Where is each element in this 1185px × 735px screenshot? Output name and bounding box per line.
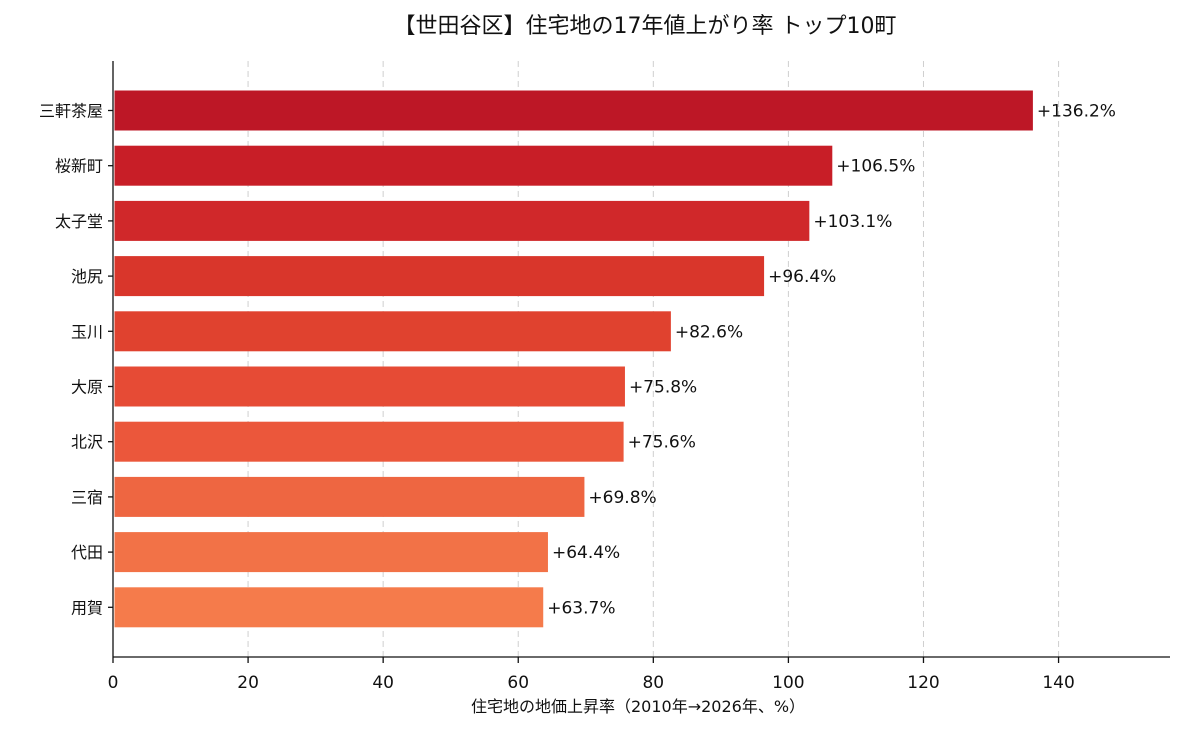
category-label-8: 代田 <box>71 543 103 562</box>
bar-8 <box>114 532 548 573</box>
x-tick-label: 80 <box>642 673 664 693</box>
bar-0 <box>114 90 1033 131</box>
bars <box>114 90 1033 628</box>
x-tick-label: 40 <box>372 673 394 693</box>
x-tick-label: 0 <box>108 673 119 693</box>
category-label-2: 太子堂 <box>55 212 103 231</box>
category-label-9: 用賀 <box>71 598 103 617</box>
x-axis-ticks: 0 20 40 60 80 100 120 140 <box>108 657 1075 693</box>
category-label-5: 大原 <box>71 378 103 397</box>
x-axis-title: 住宅地の地価上昇率（2010年→2026年、%） <box>471 697 805 716</box>
data-label-9: +63.7% <box>547 598 615 618</box>
bar-9 <box>114 587 544 628</box>
data-labels: +136.2% +106.5% +103.1% +96.4% +82.6% +75.8% +… <box>547 102 1116 619</box>
chart-title: 【世田谷区】住宅地の17年値上がり率 トップ10町 <box>394 14 897 39</box>
data-label-5: +75.8% <box>629 378 697 398</box>
bar-4 <box>114 311 671 352</box>
category-label-7: 三宿 <box>71 488 103 507</box>
data-label-7: +69.8% <box>588 488 656 508</box>
x-tick-label: 20 <box>237 673 259 693</box>
data-label-8: +64.4% <box>552 543 620 563</box>
x-tick-label: 120 <box>907 673 939 693</box>
data-label-4: +82.6% <box>675 322 743 342</box>
bar-1 <box>114 145 833 186</box>
category-label-4: 玉川 <box>71 322 103 341</box>
category-label-6: 北沢 <box>71 433 103 452</box>
bar-5 <box>114 366 625 407</box>
data-label-6: +75.6% <box>628 433 696 453</box>
category-label-1: 桜新町 <box>55 157 103 176</box>
data-label-0: +136.2% <box>1037 102 1116 122</box>
data-label-3: +96.4% <box>768 267 836 287</box>
data-label-2: +103.1% <box>813 212 892 232</box>
category-label-0: 三軒茶屋 <box>39 102 103 121</box>
data-label-1: +106.5% <box>836 157 915 177</box>
x-tick-label: 60 <box>507 673 529 693</box>
x-tick-label: 140 <box>1042 673 1074 693</box>
x-tick-label: 100 <box>772 673 804 693</box>
bar-3 <box>114 256 765 297</box>
bar-2 <box>114 200 810 241</box>
category-label-3: 池尻 <box>71 267 103 286</box>
bar-6 <box>114 421 624 462</box>
bar-7 <box>114 476 585 517</box>
